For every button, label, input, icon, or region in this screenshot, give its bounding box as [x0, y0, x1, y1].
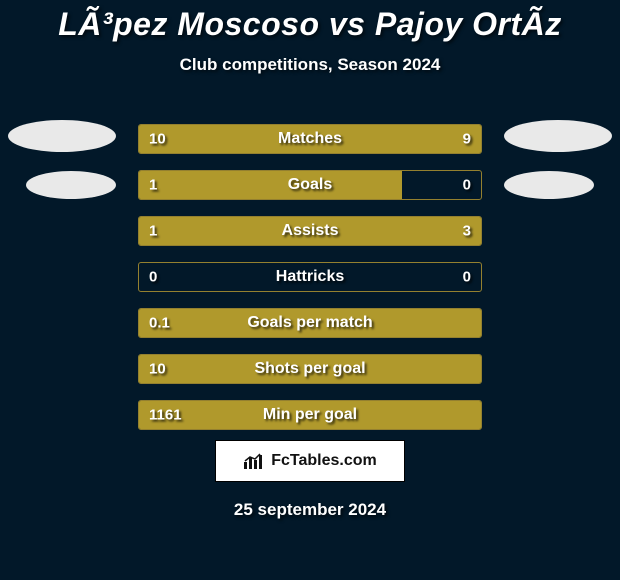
stat-row: 1161 Min per goal: [138, 400, 482, 430]
stat-label: Shots per goal: [254, 360, 365, 378]
brand-box: FcTables.com: [215, 440, 405, 482]
stat-label: Goals per match: [247, 314, 372, 332]
stat-value-left: 0.1: [149, 315, 170, 332]
brand-chart-icon: [243, 452, 265, 470]
stat-value-left: 1161: [149, 407, 182, 424]
stat-label: Assists: [282, 222, 339, 240]
left-player-badge-1: [8, 120, 116, 152]
footer-date: 25 september 2024: [234, 500, 386, 520]
stat-label: Hattricks: [276, 268, 344, 286]
stat-row: 1 Goals 0: [138, 170, 482, 200]
stat-value-right: 3: [463, 223, 471, 240]
stat-value-left: 10: [149, 131, 166, 148]
page-title: LÃ³pez Moscoso vs Pajoy OrtÃ­z: [0, 0, 620, 43]
stat-row: 10 Matches 9: [138, 124, 482, 154]
right-player-badge-1: [504, 120, 612, 152]
stat-value-right: 0: [463, 269, 471, 286]
stat-row: 0 Hattricks 0: [138, 262, 482, 292]
stat-fill-right: [225, 217, 482, 245]
stat-value-left: 0: [149, 269, 157, 286]
stat-row: 0.1 Goals per match: [138, 308, 482, 338]
stat-label: Min per goal: [263, 406, 357, 424]
stats-bars: 10 Matches 9 1 Goals 0 1 Assists 3 0 Hattricks 0 0.1…: [138, 124, 482, 446]
stat-fill-left: [139, 171, 402, 199]
stat-label: Goals: [288, 176, 332, 194]
stat-row: 10 Shots per goal: [138, 354, 482, 384]
stat-label: Matches: [278, 130, 342, 148]
stat-value-right: 0: [463, 177, 471, 194]
page-subtitle: Club competitions, Season 2024: [0, 55, 620, 75]
stat-row: 1 Assists 3: [138, 216, 482, 246]
stat-value-right: 9: [463, 131, 471, 148]
stat-value-left: 1: [149, 177, 157, 194]
brand-label: FcTables.com: [271, 452, 377, 470]
right-player-badge-2: [504, 171, 594, 199]
left-player-badge-2: [26, 171, 116, 199]
stat-value-left: 1: [149, 223, 157, 240]
stat-value-left: 10: [149, 361, 166, 378]
